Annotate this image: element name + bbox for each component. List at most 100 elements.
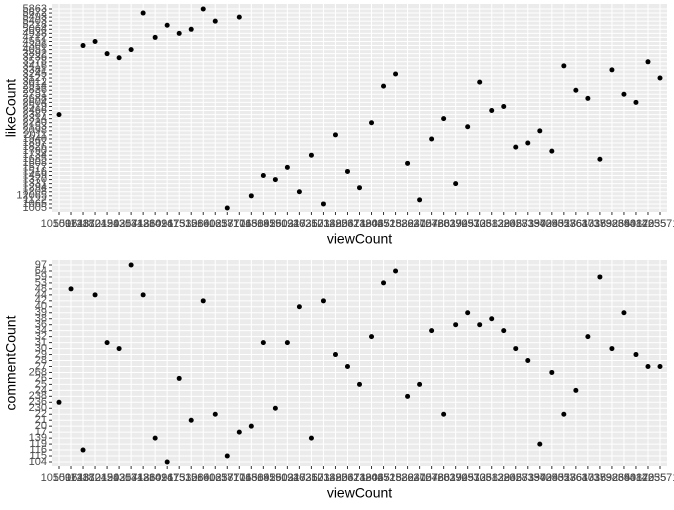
point <box>585 95 591 101</box>
point <box>453 181 459 187</box>
point <box>248 193 254 199</box>
x-tick-label: 283745 <box>437 218 474 230</box>
x-tick-label: 263157 <box>401 472 438 484</box>
point <box>381 280 387 286</box>
y-tick-label: 36 <box>35 319 47 331</box>
y-tick-label: 4938 <box>23 27 47 39</box>
y-tick-label: 2914 <box>23 80 47 92</box>
y-tick-label: 26 <box>35 372 47 384</box>
y-tick-label: 2836 <box>23 84 47 96</box>
y-tick-label: 4051 <box>23 44 47 56</box>
y-tick-label: 1208 <box>23 186 47 198</box>
y-tick-label: 24 <box>35 384 47 396</box>
y-tick-label: 3892 <box>23 48 47 60</box>
y-tick-label: 268 <box>29 366 47 378</box>
x-tick-label: 305129 <box>473 472 510 484</box>
point <box>393 71 399 77</box>
y-tick-label: 5672 <box>23 7 47 19</box>
point <box>621 91 627 97</box>
point <box>152 34 158 40</box>
point <box>176 30 182 36</box>
point <box>597 156 603 162</box>
x-tick-label: 290512 <box>449 472 486 484</box>
x-tick-label: 297368 <box>461 218 498 230</box>
x-tick-label: 180926 <box>245 218 282 230</box>
y-tick-label: 44 <box>35 289 47 301</box>
y-tick-label: 1940 <box>23 133 47 145</box>
point <box>609 67 615 73</box>
x-tick-label: 386401 <box>606 472 643 484</box>
y-tick-label: 1294 <box>23 182 47 194</box>
y-tick-label: 5863 <box>23 3 47 15</box>
y-tick-label: 1516 <box>23 165 47 177</box>
point <box>164 459 170 465</box>
point <box>92 38 98 44</box>
point <box>164 22 170 28</box>
x-tick-label: 238065 <box>353 218 390 230</box>
point <box>236 429 242 435</box>
x-tick-label: 218904 <box>317 472 354 484</box>
point <box>657 75 663 81</box>
point <box>80 447 86 453</box>
point <box>453 322 459 328</box>
x-tick-label: 112870 <box>65 218 101 230</box>
y-tick-label: 25 <box>35 378 47 390</box>
y-tick-label: 139 <box>29 432 47 444</box>
y-tick-label: 34 <box>35 325 47 337</box>
x-tick-label: 134260 <box>125 472 162 484</box>
x-tick-label: 283745 <box>437 472 474 484</box>
y-tick-label: 29 <box>35 348 47 360</box>
y-tick-label: 3012 <box>23 76 47 88</box>
point <box>537 441 543 447</box>
point <box>513 144 519 150</box>
x-tick-label: 105506 <box>41 472 78 484</box>
point <box>212 18 218 24</box>
x-tick-label: 231490 <box>341 472 378 484</box>
x-tick-label: 312846 <box>485 218 522 230</box>
x-tick-label: 244718 <box>365 472 402 484</box>
y-tick-label: 119 <box>29 438 47 450</box>
x-tick-label: 225671 <box>329 218 366 230</box>
point <box>116 55 122 61</box>
x-tick-label: 109743 <box>53 218 90 230</box>
point <box>236 14 242 20</box>
y-tick-label: 5064 <box>23 23 47 35</box>
y-tick-label: 2751 <box>23 88 47 100</box>
y-tick-label: 1826 <box>23 141 47 153</box>
x-tick-label: 425571 <box>642 218 674 230</box>
x-tick-label: 194836 <box>281 472 318 484</box>
point <box>405 160 411 166</box>
point <box>260 173 266 179</box>
x-tick-label: 263157 <box>401 218 438 230</box>
point <box>561 63 567 69</box>
y-tick-label: 1790 <box>23 145 47 157</box>
y-tick-label: 27 <box>35 360 47 372</box>
point <box>104 51 110 57</box>
panel <box>52 4 667 212</box>
x-tick-label: 203571 <box>293 218 330 230</box>
point <box>56 399 62 405</box>
point <box>429 328 435 334</box>
point <box>465 310 471 316</box>
x-tick-label: 190217 <box>269 472 306 484</box>
point <box>369 334 375 340</box>
point <box>513 346 519 352</box>
x-tick-label: 393870 <box>618 472 655 484</box>
y-tick-label: 2011 <box>23 129 47 141</box>
x-tick-label: 290512 <box>449 218 486 230</box>
y-tick-label: 2604 <box>23 96 47 108</box>
point <box>417 381 423 387</box>
y-tick-label: 3127 <box>23 72 47 84</box>
x-tick-label: 185503 <box>257 218 294 230</box>
y-tick-label: 5218 <box>23 19 47 31</box>
y-tick-label: 5403 <box>23 15 47 27</box>
y-tick-label: 2688 <box>23 92 47 104</box>
y-tick-label: 20 <box>35 420 47 432</box>
x-tick-label: 342951 <box>533 218 570 230</box>
x-tick-label: 138091 <box>137 472 174 484</box>
y-tick-label: 30 <box>35 342 47 354</box>
y-tick-label: 1370 <box>23 173 47 185</box>
x-tick-label: 364038 <box>570 218 607 230</box>
point <box>633 352 639 358</box>
x-tick-label: 350286 <box>545 472 582 484</box>
